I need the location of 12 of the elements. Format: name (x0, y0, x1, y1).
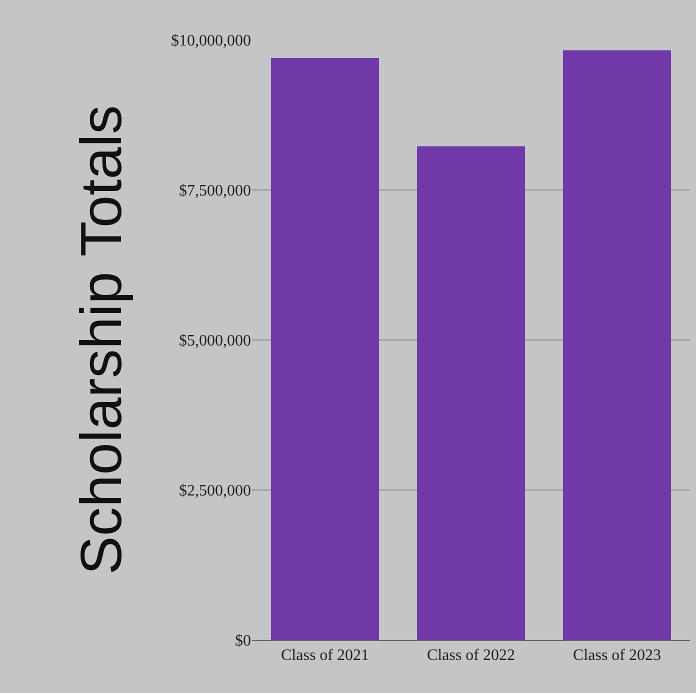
bar (562, 50, 672, 640)
y-tick-label: $7,500,000 (179, 182, 251, 200)
y-tick-label: $10,000,000 (171, 32, 251, 50)
y-axis-title: Scholarship Totals (69, 105, 134, 575)
x-tick-label: Class of 2021 (281, 647, 369, 664)
y-tick-label: $5,000,000 (179, 332, 251, 350)
bar (416, 146, 526, 640)
x-tick-label: Class of 2023 (573, 647, 661, 664)
x-tick-label: Class of 2022 (427, 647, 515, 664)
bar (270, 58, 380, 640)
y-tick-label: $0 (235, 632, 251, 650)
y-tick-label: $2,500,000 (179, 482, 251, 500)
